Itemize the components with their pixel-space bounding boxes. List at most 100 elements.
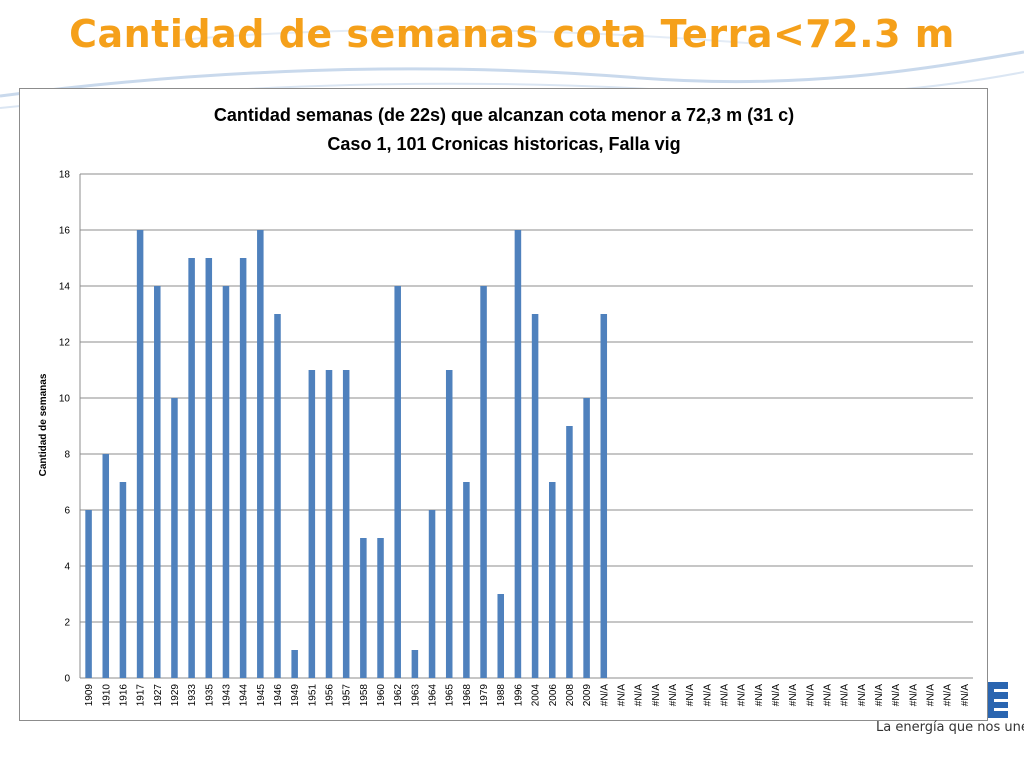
bar	[171, 398, 178, 678]
bar-chart: Cantidad semanas (de 22s) que alcanzan c…	[38, 105, 973, 707]
y-axis-label: Cantidad de semanas	[38, 373, 49, 476]
bar	[497, 594, 505, 678]
x-tick-label: #N/A	[754, 684, 765, 707]
y-tick-label: 10	[59, 394, 71, 405]
bar	[205, 258, 213, 678]
y-tick-label: 12	[59, 338, 71, 349]
grid-lines	[79, 173, 973, 679]
x-tick-label: #N/A	[616, 684, 627, 707]
x-tick-label: 1946	[273, 684, 284, 707]
x-tick-label: #N/A	[599, 684, 610, 707]
x-tick-label: #N/A	[634, 684, 645, 707]
bar	[291, 650, 298, 678]
x-tick-label: 1935	[204, 684, 215, 707]
brand-logo-icon	[988, 682, 1008, 718]
x-tick-label: #N/A	[908, 684, 919, 707]
x-tick-label: #N/A	[719, 684, 730, 707]
bar	[377, 538, 384, 678]
x-tick-label: #N/A	[943, 684, 954, 707]
bar	[342, 370, 350, 678]
x-tick-label: #N/A	[857, 684, 868, 707]
y-tick-label: 8	[64, 450, 70, 461]
bar	[239, 258, 247, 678]
x-tick-label: #N/A	[651, 684, 662, 707]
bar	[600, 314, 608, 678]
bar	[531, 314, 539, 678]
bar	[154, 286, 161, 678]
x-tick-label: 2004	[531, 684, 542, 707]
y-tick-label: 18	[59, 170, 71, 181]
x-tick-label: 1988	[496, 684, 507, 707]
bar	[480, 286, 487, 678]
x-tick-label: #N/A	[805, 684, 816, 707]
y-tick-label: 2	[64, 618, 70, 629]
bar	[188, 258, 195, 678]
x-tick-label: #N/A	[823, 684, 834, 707]
slide-title: Cantidad de semanas cota Terra<72.3 m	[69, 12, 955, 56]
y-tick-label: 0	[64, 674, 70, 685]
chart-title: Cantidad semanas (de 22s) que alcanzan c…	[214, 105, 794, 125]
bar	[514, 230, 522, 678]
x-tick-label: 1944	[239, 684, 250, 707]
bar	[566, 426, 573, 678]
x-tick-label: #N/A	[702, 684, 713, 707]
x-tick-label: 1965	[445, 684, 456, 707]
bar	[222, 286, 230, 678]
bar	[583, 398, 590, 678]
y-tick-label: 4	[64, 562, 70, 573]
y-tick-labels: 0 2 4 6 8 10 12 14 16 18	[59, 170, 71, 685]
x-tick-label: #N/A	[685, 684, 696, 707]
x-tick-labels: 1909 1910 1916 1917 1927 1929 1933 1935 1943 1944…	[84, 684, 971, 707]
bar	[274, 314, 281, 678]
chart-subtitle: Caso 1, 101 Cronicas historicas, Falla v…	[327, 134, 680, 154]
x-tick-label: 1964	[428, 684, 439, 707]
bar	[411, 650, 419, 678]
y-tick-label: 6	[64, 506, 70, 517]
bar	[428, 510, 436, 678]
bar	[463, 482, 470, 678]
x-tick-label: 1927	[153, 684, 164, 707]
x-tick-label: #N/A	[874, 684, 885, 707]
x-tick-label: 1917	[136, 684, 147, 707]
x-tick-label: 1968	[462, 684, 473, 707]
x-tick-label: 1916	[118, 684, 129, 707]
x-tick-label: 1963	[410, 684, 421, 707]
x-tick-label: 1909	[84, 684, 95, 707]
x-tick-label: #N/A	[926, 684, 937, 707]
bar	[308, 370, 316, 678]
x-tick-label: 1960	[376, 684, 387, 707]
bars	[85, 230, 608, 678]
x-tick-label: 1945	[256, 684, 267, 707]
x-tick-label: 2009	[582, 684, 593, 707]
bar	[102, 454, 110, 678]
y-tick-label: 14	[59, 282, 71, 293]
x-tick-label: 1996	[513, 684, 524, 707]
bar	[119, 482, 127, 678]
bar	[257, 230, 264, 678]
x-tick-label: #N/A	[840, 684, 851, 707]
x-tick-label: #N/A	[668, 684, 679, 707]
tagline: La energía que nos une	[876, 720, 1024, 735]
x-tick-label: 2006	[548, 684, 559, 707]
x-tick-label: 1957	[342, 684, 353, 707]
x-tick-label: 1929	[170, 684, 181, 707]
x-tick-label: 1933	[187, 684, 198, 707]
bar	[325, 370, 333, 678]
x-tick-label: #N/A	[771, 684, 782, 707]
x-tick-label: 1943	[221, 684, 232, 707]
x-tick-label: #N/A	[960, 684, 971, 707]
x-tick-label: #N/A	[891, 684, 902, 707]
x-tick-label: #N/A	[788, 684, 799, 707]
bar	[136, 230, 144, 678]
bar	[360, 538, 367, 678]
x-tick-label: 1962	[393, 684, 404, 707]
x-tick-label: #N/A	[737, 684, 748, 707]
bar	[85, 510, 92, 678]
y-tick-label: 16	[59, 226, 71, 237]
x-tick-label: 1979	[479, 684, 490, 707]
bar	[394, 286, 401, 678]
bar	[445, 370, 453, 678]
bar	[548, 482, 556, 678]
chart-panel: Cantidad semanas (de 22s) que alcanzan c…	[19, 88, 988, 721]
x-tick-label: 1951	[307, 684, 318, 707]
